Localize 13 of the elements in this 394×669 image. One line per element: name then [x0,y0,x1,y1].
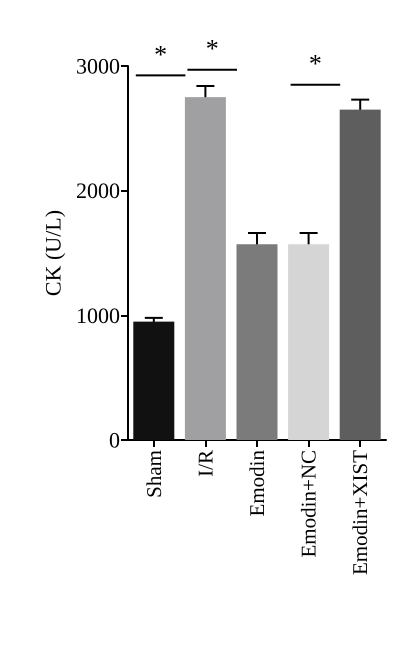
y-tick-label: 2000 [76,178,120,204]
x-tick-label: Emodin+XIST [348,450,372,576]
annotation: * [308,49,322,78]
text: * [206,34,219,64]
y-tick-label: 3000 [76,54,120,78]
y-axis-title: CK (U/L) [40,210,66,296]
x-tick-label: Emodin [245,450,269,516]
y-tick-label: 1000 [76,302,120,328]
annotation: * [154,40,168,69]
x-tick-label: I/R [193,450,218,477]
x-tick-label: Sham [142,450,166,498]
x-tick-label: Emodin+NC [296,450,321,558]
y-tick-label: 0 [109,428,120,452]
